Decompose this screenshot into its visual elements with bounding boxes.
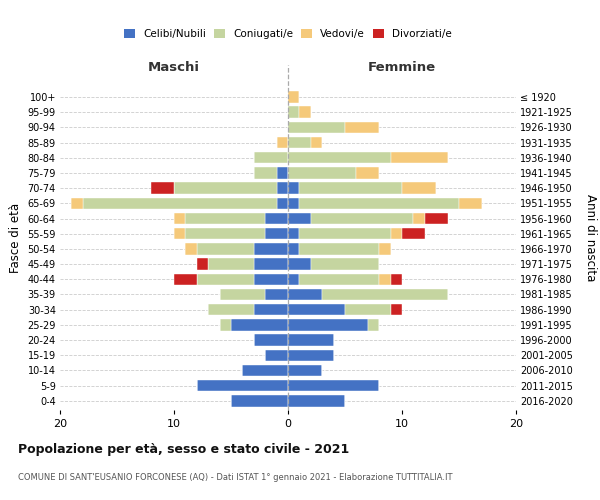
Y-axis label: Fasce di età: Fasce di età bbox=[9, 202, 22, 272]
Bar bbox=[391, 274, 402, 285]
Bar bbox=[391, 228, 402, 239]
Bar bbox=[277, 198, 288, 209]
Bar bbox=[265, 228, 288, 239]
Bar bbox=[288, 91, 299, 102]
Bar bbox=[288, 350, 334, 361]
Bar bbox=[288, 152, 391, 164]
Bar bbox=[356, 167, 379, 178]
Bar bbox=[174, 228, 185, 239]
Bar bbox=[288, 380, 379, 392]
Bar bbox=[220, 289, 265, 300]
Bar bbox=[151, 182, 174, 194]
Text: Popolazione per età, sesso e stato civile - 2021: Popolazione per età, sesso e stato civil… bbox=[18, 442, 349, 456]
Bar bbox=[254, 304, 288, 316]
Bar bbox=[299, 106, 311, 118]
Bar bbox=[288, 258, 311, 270]
Bar bbox=[197, 258, 208, 270]
Bar bbox=[345, 304, 391, 316]
Bar bbox=[277, 182, 288, 194]
Bar bbox=[288, 365, 322, 376]
Bar bbox=[288, 106, 299, 118]
Bar bbox=[254, 258, 288, 270]
Bar bbox=[265, 289, 288, 300]
Bar bbox=[231, 395, 288, 406]
Bar bbox=[288, 289, 322, 300]
Bar bbox=[425, 213, 448, 224]
Bar bbox=[299, 274, 379, 285]
Bar bbox=[379, 274, 391, 285]
Bar bbox=[345, 122, 379, 133]
Bar bbox=[288, 304, 345, 316]
Bar bbox=[288, 182, 299, 194]
Bar bbox=[265, 350, 288, 361]
Bar bbox=[254, 243, 288, 254]
Bar bbox=[197, 243, 254, 254]
Bar bbox=[391, 152, 448, 164]
Bar bbox=[288, 334, 334, 346]
Bar bbox=[402, 228, 425, 239]
Text: Maschi: Maschi bbox=[148, 61, 200, 74]
Bar bbox=[459, 198, 482, 209]
Bar bbox=[311, 258, 379, 270]
Bar bbox=[208, 258, 254, 270]
Bar bbox=[208, 304, 254, 316]
Bar bbox=[288, 228, 299, 239]
Bar bbox=[413, 213, 425, 224]
Bar bbox=[322, 289, 448, 300]
Bar bbox=[174, 213, 185, 224]
Bar bbox=[254, 274, 288, 285]
Bar bbox=[402, 182, 436, 194]
Bar bbox=[288, 137, 311, 148]
Bar bbox=[174, 274, 197, 285]
Y-axis label: Anni di nascita: Anni di nascita bbox=[584, 194, 597, 281]
Bar bbox=[220, 319, 231, 330]
Bar bbox=[185, 228, 265, 239]
Bar bbox=[185, 243, 197, 254]
Bar bbox=[174, 182, 277, 194]
Bar bbox=[254, 167, 277, 178]
Text: Femmine: Femmine bbox=[368, 61, 436, 74]
Bar bbox=[254, 152, 288, 164]
Bar bbox=[265, 213, 288, 224]
Bar bbox=[71, 198, 83, 209]
Bar bbox=[299, 198, 459, 209]
Legend: Celibi/Nubili, Coniugati/e, Vedovi/e, Divorziati/e: Celibi/Nubili, Coniugati/e, Vedovi/e, Di… bbox=[124, 29, 452, 39]
Bar bbox=[288, 395, 345, 406]
Bar bbox=[311, 213, 413, 224]
Bar bbox=[299, 182, 402, 194]
Bar bbox=[231, 319, 288, 330]
Bar bbox=[368, 319, 379, 330]
Bar bbox=[197, 380, 288, 392]
Bar bbox=[288, 319, 368, 330]
Bar bbox=[197, 274, 254, 285]
Bar bbox=[379, 243, 391, 254]
Bar bbox=[254, 334, 288, 346]
Bar bbox=[185, 213, 265, 224]
Bar bbox=[288, 213, 311, 224]
Bar bbox=[242, 365, 288, 376]
Bar bbox=[288, 167, 356, 178]
Bar bbox=[288, 243, 299, 254]
Bar bbox=[288, 274, 299, 285]
Bar bbox=[277, 137, 288, 148]
Text: COMUNE DI SANT'EUSANIO FORCONESE (AQ) - Dati ISTAT 1° gennaio 2021 - Elaborazion: COMUNE DI SANT'EUSANIO FORCONESE (AQ) - … bbox=[18, 472, 452, 482]
Bar bbox=[299, 228, 391, 239]
Bar bbox=[391, 304, 402, 316]
Bar bbox=[288, 198, 299, 209]
Bar bbox=[288, 122, 345, 133]
Bar bbox=[299, 243, 379, 254]
Bar bbox=[277, 167, 288, 178]
Bar bbox=[311, 137, 322, 148]
Bar bbox=[83, 198, 277, 209]
